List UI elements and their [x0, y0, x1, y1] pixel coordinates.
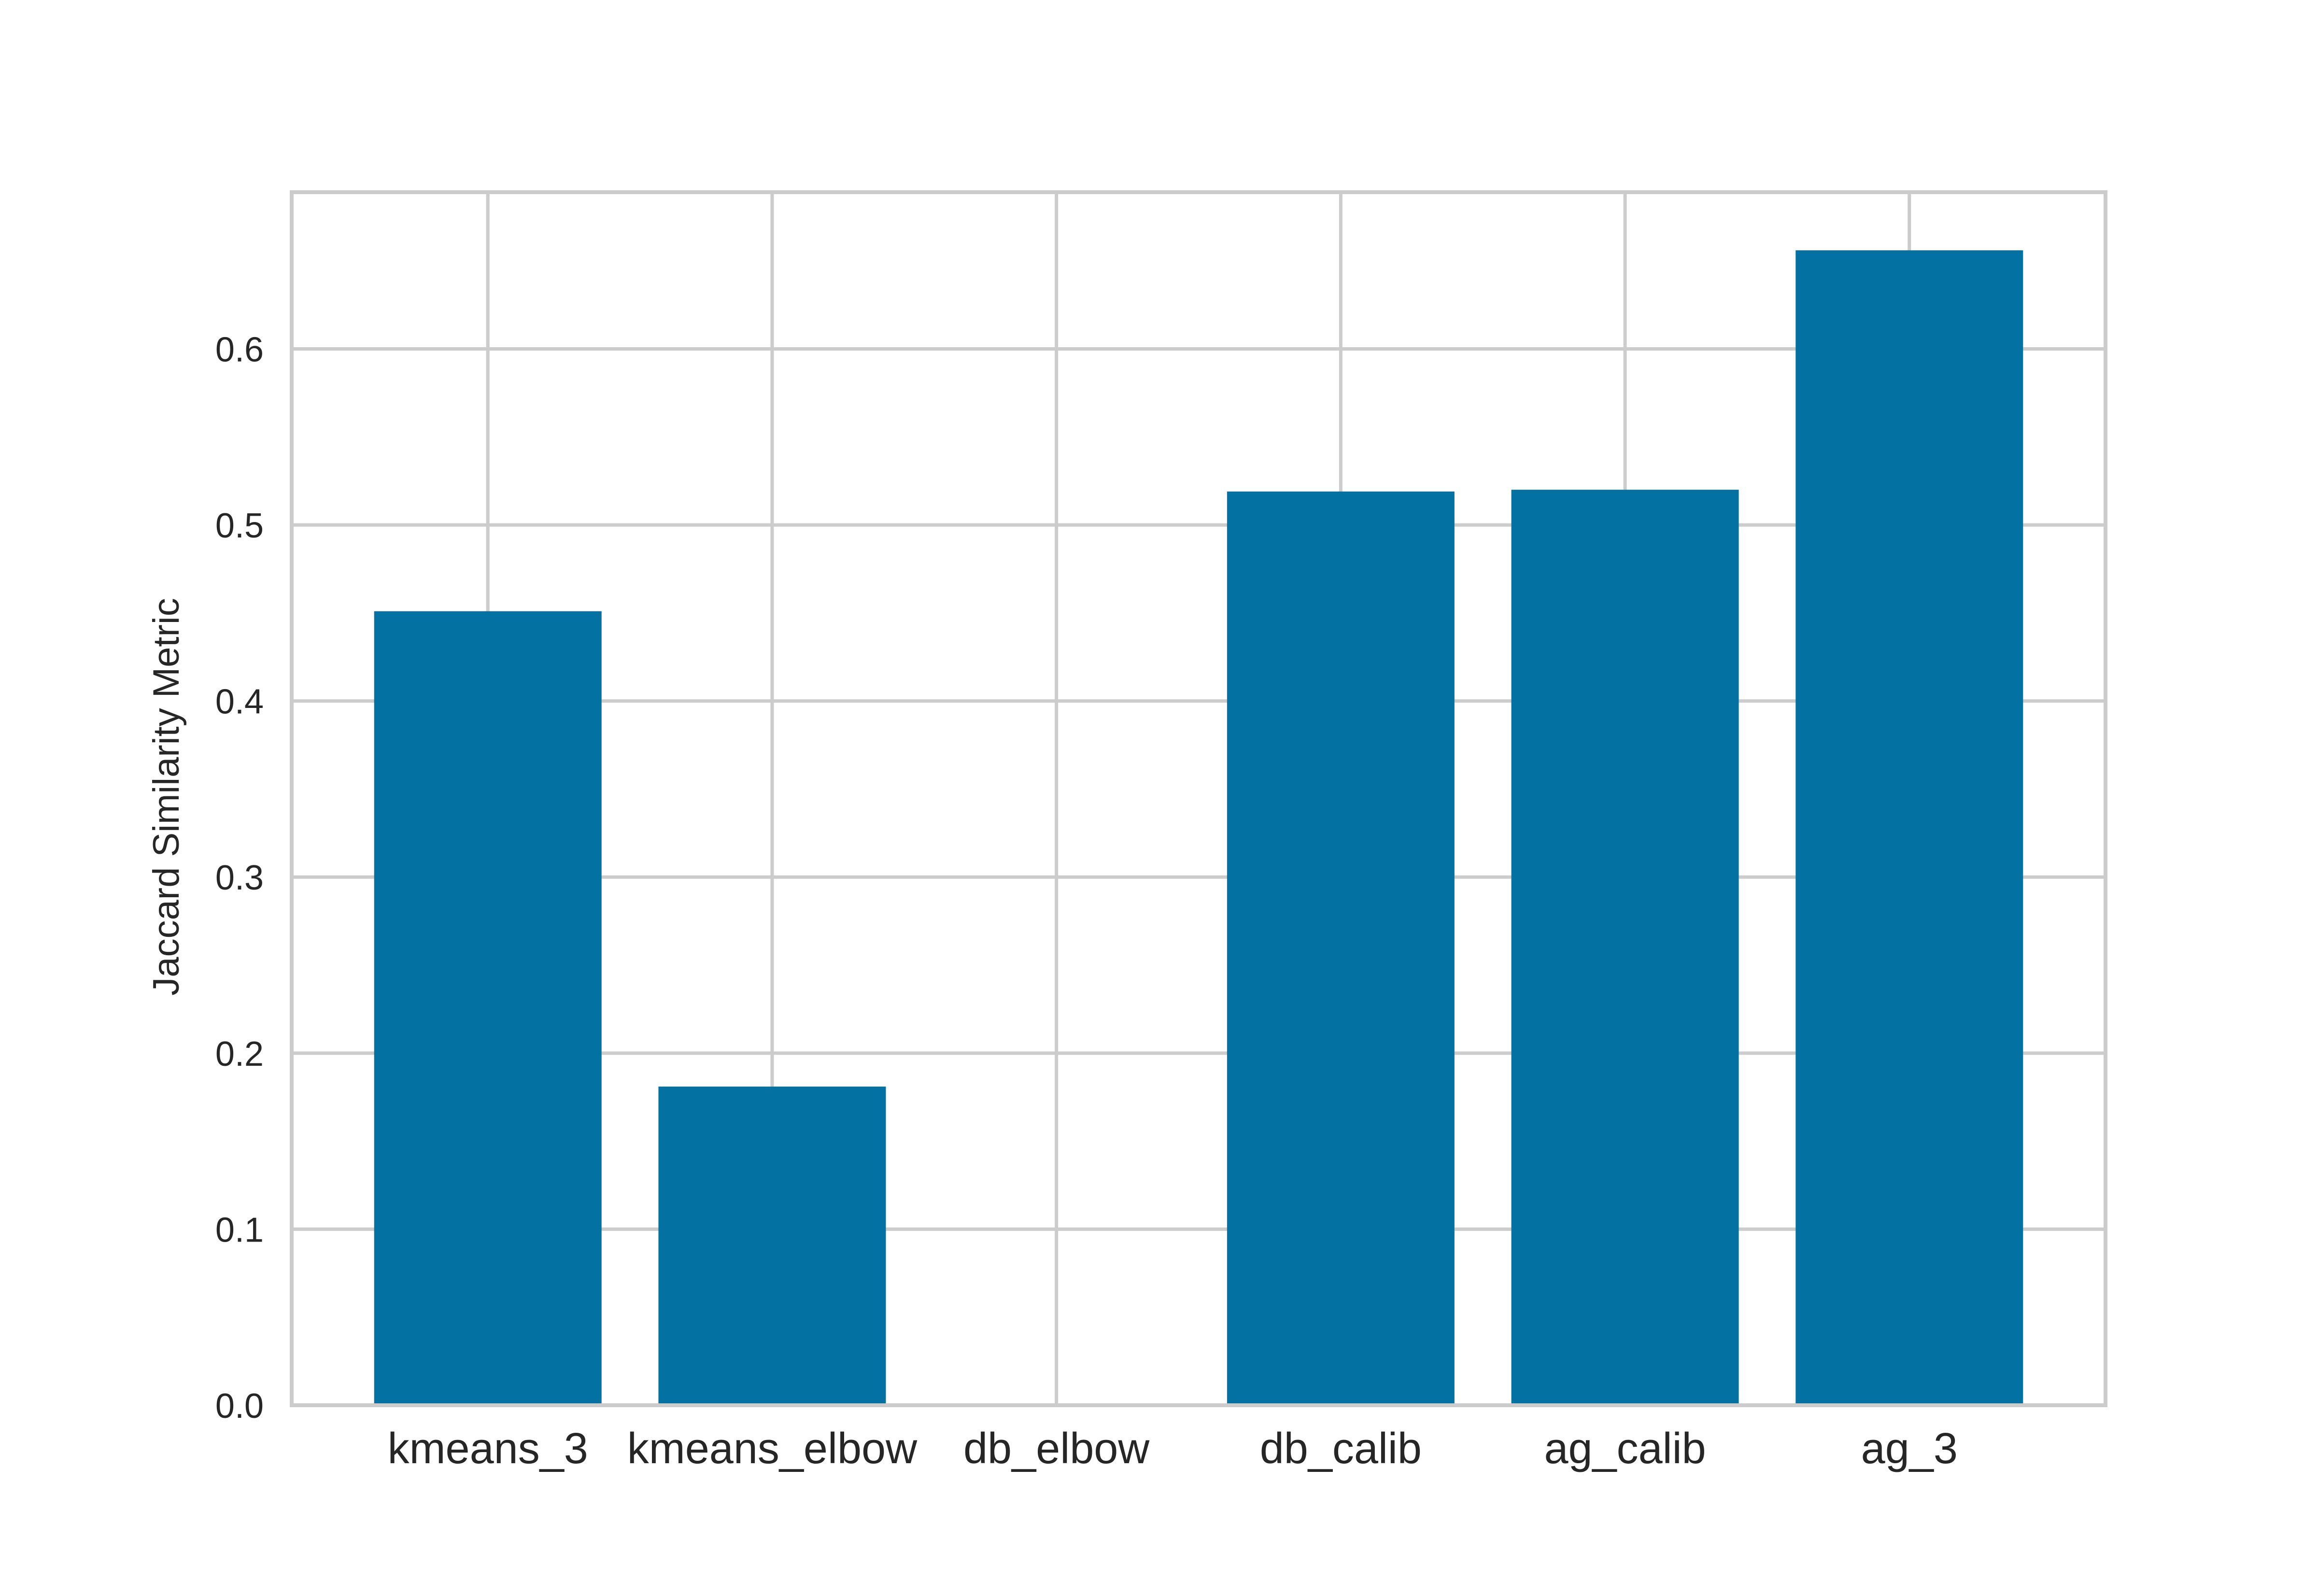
bar-kmeans_3	[374, 611, 602, 1405]
ticks-layer: 0.0 0.1 0.2 0.3 0.4 0.5 0.6 kmeans_3 kmeans_elbo…	[215, 330, 1958, 1473]
bars-layer	[374, 250, 2023, 1406]
y-axis-label: Jaccard Similarity Metric	[146, 598, 187, 995]
y-tick-label: 0.5	[215, 507, 264, 545]
x-tick-label: kmeans_elbow	[627, 1425, 918, 1473]
x-tick-label: kmeans_3	[388, 1425, 588, 1473]
plot-frame	[290, 190, 2107, 1407]
y-tick-label: 0.1	[215, 1211, 264, 1249]
bar-ag_calib	[1511, 490, 1739, 1406]
y-tick-label: 0.4	[215, 683, 264, 721]
y-tick-label: 0.2	[215, 1035, 264, 1073]
x-tick-label: db_elbow	[963, 1425, 1150, 1473]
bar-db_calib	[1227, 491, 1455, 1405]
y-tick-label: 0.3	[215, 859, 264, 897]
bar-ag_3	[1795, 250, 2023, 1405]
x-tick-label: ag_3	[1861, 1425, 1958, 1473]
y-tick-label: 0.6	[215, 330, 264, 369]
x-tick-label: ag_calib	[1544, 1425, 1706, 1473]
x-tick-label: db_calib	[1260, 1425, 1422, 1473]
axes-layer	[290, 190, 2107, 1407]
y-tick-label: 0.0	[215, 1387, 264, 1426]
bar-kmeans_elbow	[658, 1087, 886, 1405]
